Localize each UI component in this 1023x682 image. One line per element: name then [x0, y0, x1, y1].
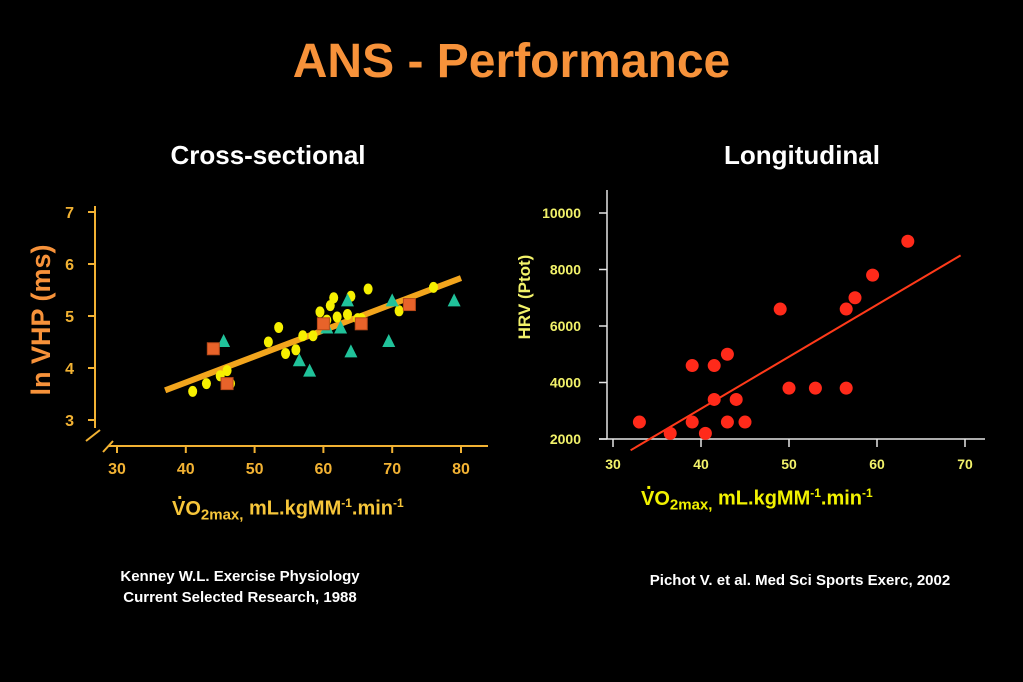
- x-tick-label: 80: [452, 461, 470, 478]
- y-tick-label: 6000: [550, 318, 581, 334]
- right-x-axis-label: VO2max, mL.kgMM-1.min-1: [641, 472, 873, 514]
- data-point-circle: [839, 381, 853, 395]
- data-point-circle: [808, 381, 822, 395]
- y-tick-label: 6: [65, 257, 74, 274]
- y-tick-label: 5: [65, 309, 74, 326]
- data-point-circle: [729, 392, 743, 406]
- data-point-triangle: [385, 293, 399, 307]
- right-chart-subtitle: Longitudinal: [724, 140, 880, 170]
- data-point-circle: [707, 359, 721, 373]
- x-tick-label: 70: [957, 456, 973, 472]
- data-point-circle: [720, 347, 734, 361]
- data-point-circle: [342, 308, 352, 320]
- x-tick-label: 40: [177, 461, 195, 478]
- data-point-square: [402, 298, 416, 312]
- data-point-triangle: [217, 333, 231, 347]
- data-point-circle: [428, 281, 438, 293]
- y-tick-label: 8000: [550, 262, 581, 278]
- data-point-circle: [848, 291, 862, 305]
- data-point-circle: [332, 311, 342, 323]
- data-point-circle: [720, 415, 734, 429]
- left-x-axis-label: VO2max, mL.kgMM-1.min-1: [172, 482, 404, 524]
- data-point-circle: [263, 336, 273, 348]
- data-point-circle: [298, 330, 308, 342]
- right-reference: Pichot V. et al. Med Sci Sports Exerc, 2…: [649, 572, 951, 589]
- left-chart: 3 4 5 6 7 30 40 50 60 70 80 ln VHP (ms): [26, 205, 488, 478]
- data-point-circle: [363, 283, 373, 295]
- vo-subscript: 2max,: [669, 496, 713, 514]
- data-point-circle: [707, 392, 721, 406]
- y-tick-label: 4: [65, 361, 74, 378]
- data-point-triangle: [334, 320, 348, 334]
- data-point-triangle: [340, 293, 354, 307]
- unit-sup1: -1: [810, 486, 821, 500]
- right-chart: 2000 4000 6000 8000 10000 30 40 50 60 70 HRV (Ptot…: [515, 190, 985, 472]
- y-axis-label: ln VHP (ms): [26, 244, 56, 395]
- left-chart-subtitle: Cross-sectional: [170, 140, 366, 170]
- data-point-circle: [201, 378, 211, 390]
- data-point-circle: [685, 359, 699, 373]
- data-point-circle: [782, 381, 796, 395]
- fit-line: [630, 254, 962, 452]
- vo-label: VO: [172, 482, 201, 521]
- data-point-circle: [698, 426, 712, 440]
- x-tick-label: 60: [315, 461, 333, 478]
- data-point-circle: [738, 415, 752, 429]
- x-axis-break: [102, 440, 114, 453]
- left-reference-line2: Current Selected Research, 1988: [123, 589, 357, 606]
- data-point-square: [220, 377, 234, 391]
- unit-sup2: -1: [862, 486, 873, 500]
- data-point-square: [354, 317, 368, 331]
- data-point-circle: [901, 234, 915, 248]
- data-point-triangle: [292, 353, 306, 367]
- vo-label: VO: [641, 472, 670, 511]
- data-point-circle: [839, 302, 853, 316]
- y-tick-label: 3: [65, 413, 74, 430]
- x-tick-label: 60: [869, 456, 885, 472]
- unit-a: mL.kgMM: [243, 497, 342, 520]
- data-point-circle: [291, 344, 301, 356]
- unit-b: .min: [820, 487, 863, 510]
- x-tick-label: 70: [383, 461, 401, 478]
- y-axis-label: HRV (Ptot): [515, 255, 534, 340]
- data-point-triangle: [382, 333, 396, 347]
- data-point-triangle: [447, 293, 461, 307]
- data-point-circle: [188, 385, 198, 397]
- vo-subscript: 2max,: [200, 506, 244, 524]
- data-point-circle: [685, 415, 699, 429]
- data-point-circle: [773, 302, 787, 316]
- data-point-triangle: [344, 344, 358, 358]
- x-tick-label: 30: [605, 456, 621, 472]
- unit-sup2: -1: [393, 496, 404, 510]
- y-tick-label: 4000: [550, 375, 581, 391]
- left-reference-line1: Kenney W.L. Exercise Physiology: [120, 568, 360, 585]
- unit-sup1: -1: [341, 496, 352, 510]
- data-point-circle: [632, 415, 646, 429]
- data-point-square: [316, 317, 330, 331]
- x-tick-label: 50: [781, 456, 797, 472]
- data-point-circle: [866, 268, 880, 282]
- x-tick-label: 40: [693, 456, 709, 472]
- unit-b: .min: [351, 497, 394, 520]
- y-tick-label: 10000: [542, 205, 581, 221]
- x-tick-label: 50: [246, 461, 264, 478]
- data-point-circle: [325, 300, 335, 312]
- page-title: ANS - Performance: [292, 35, 731, 88]
- x-tick-label: 30: [108, 461, 126, 478]
- left-reference: Kenney W.L. Exercise Physiology Current …: [80, 566, 400, 608]
- y-tick-label: 7: [65, 205, 74, 222]
- data-point-square: [206, 342, 220, 356]
- data-point-circle: [222, 365, 232, 377]
- data-point-circle: [281, 347, 291, 359]
- data-point-circle: [663, 426, 677, 440]
- unit-a: mL.kgMM: [712, 487, 811, 510]
- y-axis-break: [85, 429, 101, 442]
- data-point-triangle: [303, 363, 317, 377]
- y-tick-label: 2000: [550, 431, 581, 447]
- data-point-circle: [308, 330, 318, 342]
- data-point-circle: [274, 321, 284, 333]
- data-point-circle: [315, 306, 325, 318]
- data-point-circle: [394, 305, 404, 317]
